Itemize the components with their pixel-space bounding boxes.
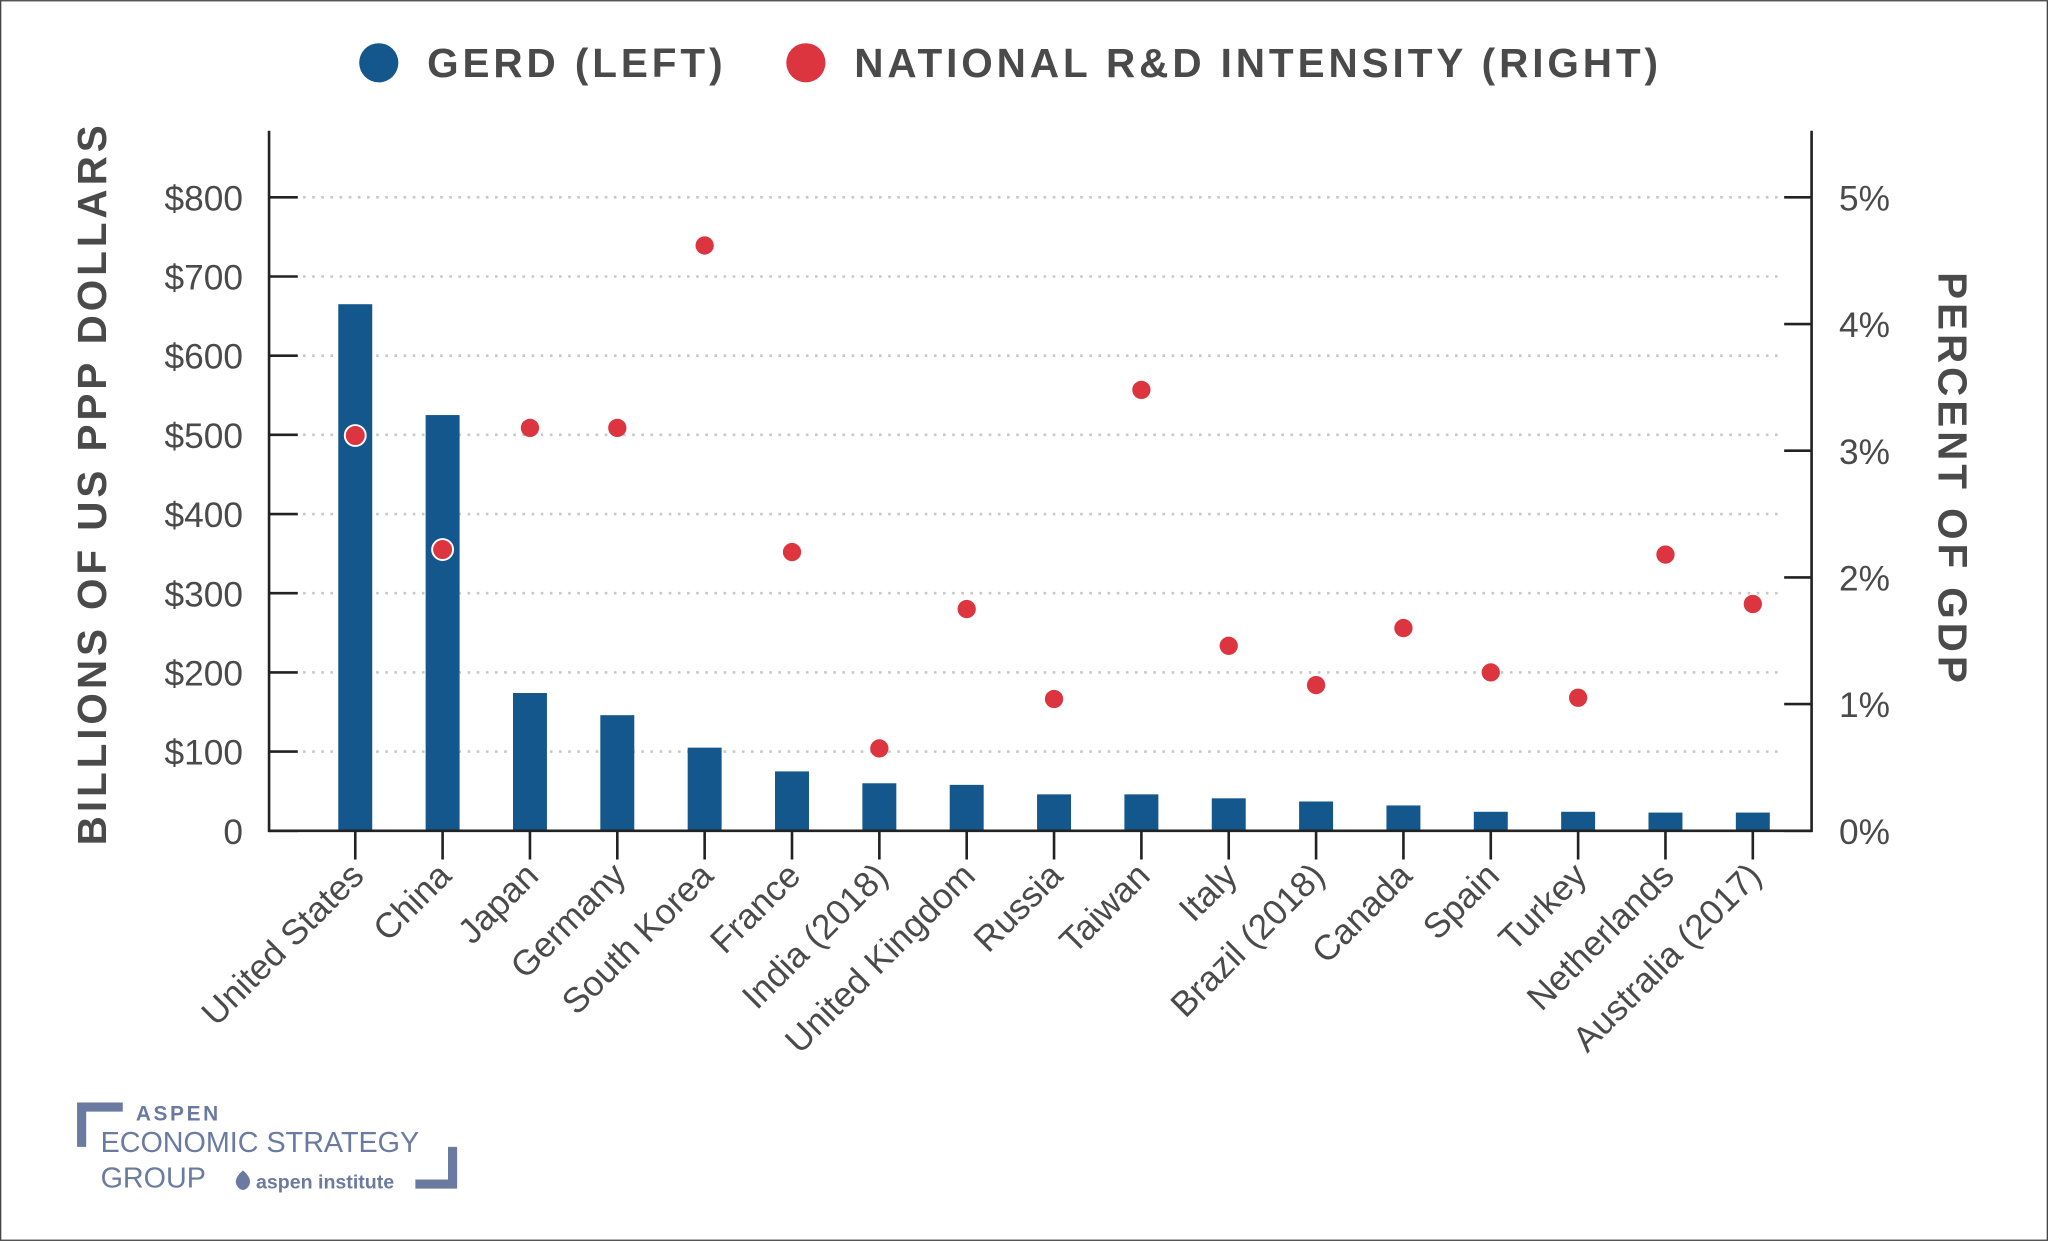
left-axis-title: BILLIONS OF US PPP DOLLARS <box>69 121 115 845</box>
bar-china <box>425 415 460 831</box>
right-tick-label: 0% <box>1839 813 1890 852</box>
aspen-leaf-icon <box>235 1170 251 1190</box>
bar-canada <box>1386 805 1421 831</box>
bar-japan <box>512 693 547 831</box>
bar-united-kingdom <box>949 784 984 831</box>
point-india-2018- <box>870 739 889 758</box>
bar-india-2018- <box>862 783 897 831</box>
left-tick-label: $600 <box>165 338 243 377</box>
bars <box>338 304 1770 831</box>
axes <box>267 130 1813 833</box>
aspen-logo: ASPEN ECONOMIC STRATEGY GROUP aspen inst… <box>77 1102 458 1194</box>
point-china <box>431 538 455 561</box>
point-united-states <box>343 424 367 447</box>
legend-label-intensity: NATIONAL R&D INTENSITY (RIGHT) <box>854 40 1662 86</box>
point-france <box>782 542 802 562</box>
left-tick-label: 0 <box>223 813 243 852</box>
bar-brazil-2018- <box>1299 801 1334 831</box>
point-japan <box>520 418 540 438</box>
point-italy <box>1219 636 1238 655</box>
left-tick-label: $200 <box>165 654 243 693</box>
left-tick-label: $500 <box>165 417 243 456</box>
legend: GERD (LEFT) NATIONAL R&D INTENSITY (RIGH… <box>359 40 1662 86</box>
bar-spain <box>1473 811 1508 831</box>
point-united-kingdom <box>957 599 976 619</box>
bar-taiwan <box>1124 794 1159 831</box>
right-tick-label: 5% <box>1839 179 1890 218</box>
logo-sub: aspen institute <box>256 1172 394 1194</box>
point-australia-2017- <box>1743 594 1762 614</box>
logo-line1: ASPEN <box>136 1103 221 1126</box>
point-turkey <box>1568 688 1588 707</box>
bar-italy <box>1211 798 1246 831</box>
point-canada <box>1394 618 1413 638</box>
left-tick-label: $400 <box>165 496 243 535</box>
right-tick-label: 2% <box>1839 559 1890 598</box>
legend-label-gerd: GERD (LEFT) <box>427 40 726 86</box>
bar-germany <box>600 715 635 831</box>
bar-united-states <box>338 304 373 831</box>
right-tick-label: 3% <box>1839 433 1890 472</box>
left-tick-label: $700 <box>165 259 243 298</box>
left-tick-label: $300 <box>165 575 243 614</box>
point-russia <box>1044 689 1064 709</box>
point-brazil-2018- <box>1306 675 1326 695</box>
legend-marker-gerd <box>359 43 399 83</box>
bar-australia-2017- <box>1735 812 1770 831</box>
right-axis-title: PERCENT OF GDP <box>1929 272 1975 687</box>
point-taiwan <box>1132 380 1151 400</box>
point-netherlands <box>1656 545 1675 564</box>
logo-line3: GROUP <box>101 1162 206 1194</box>
logo-line2: ECONOMIC STRATEGY <box>101 1127 420 1159</box>
legend-marker-intensity <box>786 43 826 83</box>
point-south-korea <box>695 236 714 255</box>
points <box>343 236 1762 758</box>
bar-russia <box>1037 794 1072 831</box>
logo-bracket-top <box>77 1102 123 1147</box>
bar-south-korea <box>687 747 722 831</box>
point-spain <box>1481 663 1500 682</box>
logo-bracket-bottom <box>415 1146 458 1189</box>
left-tick-label: $800 <box>165 179 243 218</box>
right-tick-label: 1% <box>1839 686 1890 725</box>
right-tick-label: 4% <box>1839 306 1890 345</box>
bar-netherlands <box>1648 812 1683 831</box>
bar-turkey <box>1561 811 1596 831</box>
bar-france <box>775 771 809 831</box>
point-germany <box>608 418 627 438</box>
left-tick-label: $100 <box>165 734 243 773</box>
